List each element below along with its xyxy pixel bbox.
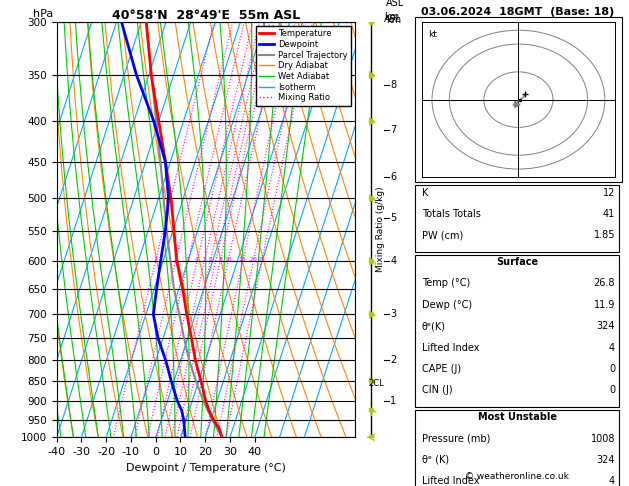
- Bar: [415, 185, 620, 252]
- Text: 26.8: 26.8: [594, 278, 615, 289]
- Text: 2: 2: [174, 257, 177, 261]
- Text: PW (cm): PW (cm): [422, 230, 463, 241]
- Text: Most Unstable: Most Unstable: [478, 412, 557, 422]
- Text: 12: 12: [603, 188, 615, 198]
- Text: 1008: 1008: [591, 434, 615, 444]
- Text: 7: 7: [390, 125, 396, 135]
- Text: CAPE (J): CAPE (J): [422, 364, 461, 374]
- Bar: [415, 17, 621, 182]
- Text: Surface: Surface: [496, 257, 538, 267]
- Text: 324: 324: [596, 455, 615, 465]
- Text: 6: 6: [208, 257, 212, 261]
- Text: 5: 5: [203, 257, 206, 261]
- Text: 3: 3: [390, 309, 396, 319]
- Text: 0: 0: [609, 385, 615, 396]
- Text: 3: 3: [186, 257, 190, 261]
- Bar: [415, 410, 620, 486]
- Text: 15: 15: [238, 257, 247, 261]
- Text: ASL: ASL: [384, 15, 401, 24]
- Text: 10: 10: [224, 257, 231, 261]
- Text: ASL: ASL: [386, 0, 404, 8]
- Text: 4: 4: [609, 476, 615, 486]
- Text: km: km: [384, 12, 399, 22]
- Text: 324: 324: [596, 321, 615, 331]
- Text: 11.9: 11.9: [594, 300, 615, 310]
- Text: 4: 4: [390, 256, 396, 266]
- Text: 6: 6: [390, 172, 396, 182]
- Text: 41: 41: [603, 209, 615, 219]
- Text: 8: 8: [218, 257, 222, 261]
- Text: km: km: [386, 15, 401, 25]
- Text: Temp (°C): Temp (°C): [422, 278, 470, 289]
- Text: K: K: [422, 188, 428, 198]
- Text: θᵉ(K): θᵉ(K): [422, 321, 446, 331]
- Text: Lifted Index: Lifted Index: [422, 476, 479, 486]
- Text: 20: 20: [249, 257, 257, 261]
- Text: 2CL: 2CL: [368, 379, 384, 388]
- Text: Totals Totals: Totals Totals: [422, 209, 481, 219]
- Text: Mixing Ratio (g/kg): Mixing Ratio (g/kg): [376, 187, 385, 273]
- Legend: Temperature, Dewpoint, Parcel Trajectory, Dry Adiabat, Wet Adiabat, Isotherm, Mi: Temperature, Dewpoint, Parcel Trajectory…: [256, 26, 351, 105]
- Text: 1: 1: [390, 396, 396, 406]
- Text: θᵉ (K): θᵉ (K): [422, 455, 449, 465]
- Text: 1.85: 1.85: [594, 230, 615, 241]
- Title: 40°58'N  28°49'E  55m ASL: 40°58'N 28°49'E 55m ASL: [112, 9, 300, 22]
- Bar: [415, 255, 620, 407]
- Text: 1: 1: [153, 257, 157, 261]
- Text: 0: 0: [609, 364, 615, 374]
- Text: 4: 4: [609, 343, 615, 353]
- Text: 8: 8: [390, 80, 396, 90]
- Text: © weatheronline.co.uk: © weatheronline.co.uk: [465, 472, 569, 481]
- Text: 03.06.2024  18GMT  (Base: 18): 03.06.2024 18GMT (Base: 18): [421, 7, 614, 17]
- Text: 5: 5: [390, 213, 396, 223]
- Text: Lifted Index: Lifted Index: [422, 343, 479, 353]
- Text: kt: kt: [428, 30, 437, 39]
- Text: hPa: hPa: [33, 9, 53, 19]
- Text: Pressure (mb): Pressure (mb): [422, 434, 490, 444]
- X-axis label: Dewpoint / Temperature (°C): Dewpoint / Temperature (°C): [126, 463, 286, 473]
- Text: 25: 25: [258, 257, 265, 261]
- Text: 2: 2: [390, 355, 396, 365]
- Text: CIN (J): CIN (J): [422, 385, 452, 396]
- Text: 4: 4: [195, 257, 199, 261]
- Text: Dewp (°C): Dewp (°C): [422, 300, 472, 310]
